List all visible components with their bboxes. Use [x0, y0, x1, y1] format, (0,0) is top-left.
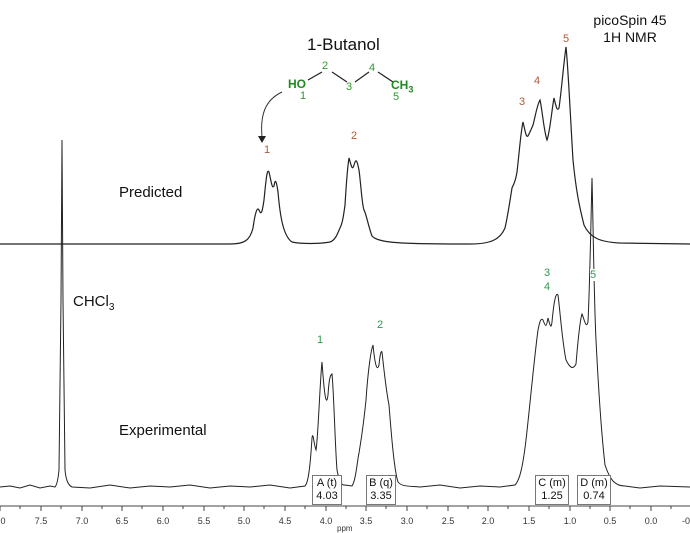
integration-box-d-label: D (m)	[580, 477, 608, 489]
predicted-trace	[0, 46, 690, 245]
x-tick-label: -0	[681, 516, 690, 526]
experimental-peak-label-1: 1	[317, 334, 324, 346]
integration-box-a-label: A (t)	[316, 477, 338, 489]
experimental-trace-label: Experimental	[119, 422, 207, 439]
integration-box-a-value: 4.03	[316, 490, 338, 502]
arrow-head-icon	[258, 136, 266, 143]
x-tick-label: 5.0	[237, 516, 251, 526]
atom-ch3: CH3	[391, 78, 413, 94]
atom-number-3: 3	[346, 81, 353, 93]
experimental-peak-label-3: 3	[544, 267, 551, 279]
x-tick-label: 5.5	[197, 516, 211, 526]
x-tick-label: 3.5	[359, 516, 373, 526]
x-tick-label: 6.0	[156, 516, 170, 526]
predicted-peak-label-3: 3	[519, 96, 526, 108]
integration-box-c-value: 1.25	[541, 490, 563, 502]
predicted-peak-label-5: 5	[563, 33, 570, 45]
integration-box-b-value: 3.35	[370, 490, 392, 502]
instrument-label: picoSpin 45 1H NMR	[590, 12, 670, 46]
x-tick-label: 0	[0, 516, 6, 526]
experimental-peak-label-2: 2	[377, 319, 384, 331]
atom-number-4: 4	[369, 62, 376, 74]
x-tick-label: 1.5	[522, 516, 536, 526]
instrument-mode: 1H NMR	[603, 29, 657, 45]
x-tick-label: 0.0	[644, 516, 658, 526]
predicted-peak-label-4: 4	[534, 75, 541, 87]
assignment-arrow	[261, 91, 283, 138]
x-tick-label: 2.5	[441, 516, 455, 526]
molecule-bonds	[307, 71, 394, 83]
integration-box-d: D (m) 0.74	[577, 475, 611, 505]
atom-ho: HO	[288, 77, 306, 91]
instrument-name: picoSpin 45	[593, 12, 667, 28]
solvent-formula-sub: 3	[108, 302, 115, 313]
solvent-label: CHCl3	[73, 293, 114, 313]
x-tick-label: 6.5	[115, 516, 129, 526]
atom-ch-sub: 3	[408, 84, 414, 95]
atom-number-2: 2	[322, 60, 329, 72]
x-tick-label: 0.5	[603, 516, 617, 526]
integration-box-a: A (t) 4.03	[312, 475, 342, 505]
integration-box-d-value: 0.74	[583, 490, 605, 502]
x-axis-ticks	[0, 506, 672, 511]
x-tick-label: 2.0	[481, 516, 495, 526]
x-tick-label: 4.5	[278, 516, 292, 526]
experimental-trace	[0, 139, 690, 489]
x-tick-label: 7.0	[75, 516, 89, 526]
predicted-peak-label-2: 2	[351, 130, 358, 142]
integration-box-b: B (q) 3.35	[366, 475, 396, 505]
atom-number-1: 1	[300, 90, 307, 102]
experimental-peak-label-5: 5	[590, 269, 597, 281]
x-tick-label: 7.5	[34, 516, 48, 526]
atom-number-5: 5	[393, 91, 400, 103]
x-axis-title: ppm	[337, 524, 353, 533]
x-tick-label: 1.0	[563, 516, 577, 526]
experimental-peak-label-4: 4	[544, 281, 551, 293]
integration-box-c: C (m) 1.25	[535, 475, 569, 505]
atom-ch: CH	[391, 78, 409, 92]
predicted-peak-label-1: 1	[264, 144, 271, 156]
integration-box-c-label: C (m)	[538, 477, 566, 489]
molecule-title: 1-Butanol	[307, 35, 380, 54]
x-tick-label: 4.0	[319, 516, 333, 526]
predicted-trace-label: Predicted	[119, 184, 183, 201]
solvent-formula: CHCl	[73, 293, 109, 310]
x-tick-label: 3.0	[400, 516, 414, 526]
integration-box-b-label: B (q)	[369, 477, 393, 489]
